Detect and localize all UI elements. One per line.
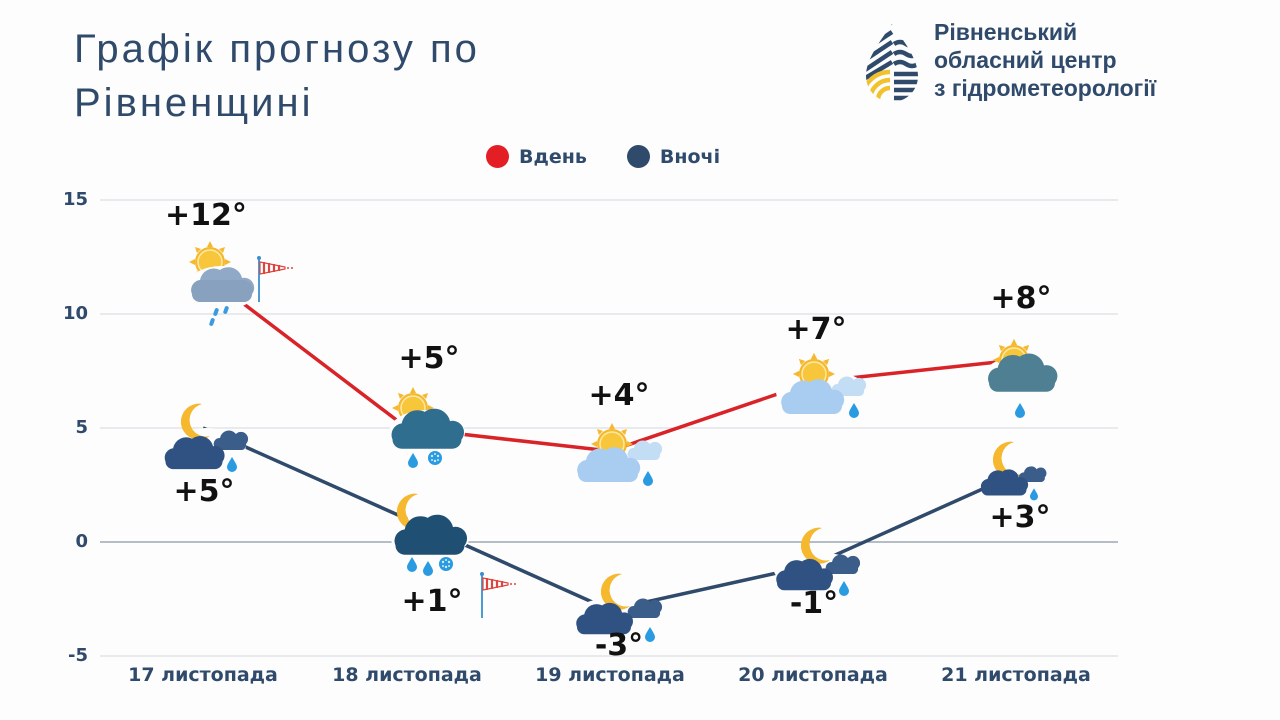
legend-label-night: Вночі bbox=[659, 145, 721, 168]
water-drop-logo-icon bbox=[866, 24, 918, 101]
x-tick-label: 19 листопада bbox=[535, 664, 685, 686]
logo-line-2: обласний центр bbox=[934, 47, 1117, 73]
wind-sock-icon bbox=[255, 254, 297, 304]
logo-line-3: з гідрометеорології bbox=[934, 75, 1157, 101]
cloudy-sun-rain-icon bbox=[984, 338, 1060, 418]
day-value-label: +12° bbox=[165, 198, 247, 233]
night-cloudy-rain-icon bbox=[980, 441, 1050, 501]
legend-item-day: Вдень bbox=[486, 145, 587, 168]
navy-dot-icon bbox=[626, 145, 650, 168]
grid-lines bbox=[100, 199, 1118, 657]
x-tick-label: 17 листопада bbox=[128, 664, 278, 686]
night-value-label: +5° bbox=[173, 474, 235, 509]
logo-text: Рівненський обласний центр з гідрометеор… bbox=[934, 18, 1156, 102]
y-tick-10: 10 bbox=[62, 303, 88, 324]
night-cloudy-rain-icon bbox=[572, 573, 663, 642]
day-value-label: +7° bbox=[785, 312, 847, 347]
chart-legend: Вдень Вночі bbox=[486, 145, 720, 168]
cloudy-rain-snow-icon bbox=[389, 386, 465, 468]
night-value-label: +3° bbox=[989, 500, 1051, 535]
night-cloudy-rain-icon bbox=[774, 527, 861, 596]
partly-cloudy-light-rain-icon bbox=[577, 422, 663, 486]
night-value-label: +1° bbox=[401, 584, 463, 619]
legend-label-day: Вдень bbox=[519, 145, 587, 168]
night-value-label: -3° bbox=[594, 628, 644, 663]
page-title: Графік прогнозу по Рівненщині bbox=[74, 22, 480, 130]
y-tick-minus-5: -5 bbox=[68, 645, 88, 666]
y-tick-15: 15 bbox=[62, 189, 88, 210]
x-tick-label: 21 листопада bbox=[941, 664, 1091, 686]
partly-cloudy-light-rain-icon bbox=[776, 352, 868, 418]
night-cloudy-rain-icon bbox=[164, 403, 249, 472]
y-tick-5: 5 bbox=[75, 417, 88, 438]
y-tick-0: 0 bbox=[75, 531, 88, 552]
organization-logo: Рівненський обласний центр з гідрометеор… bbox=[862, 18, 1262, 108]
night-cloudy-rain-snow-icon bbox=[390, 493, 470, 576]
title-line-2: Рівненщині bbox=[74, 81, 314, 125]
logo-line-1: Рівненський bbox=[934, 19, 1078, 45]
day-series-line bbox=[213, 280, 1017, 453]
legend-item-night: Вночі bbox=[626, 145, 721, 168]
day-value-label: +8° bbox=[990, 281, 1052, 316]
partly-cloudy-rain-icon bbox=[186, 240, 258, 326]
day-value-label: +5° bbox=[398, 341, 460, 376]
x-tick-label: 20 листопада bbox=[738, 664, 888, 686]
night-value-label: -1° bbox=[789, 586, 839, 621]
title-line-1: Графік прогнозу по bbox=[74, 27, 480, 71]
red-dot-icon bbox=[486, 145, 509, 168]
day-value-label: +4° bbox=[588, 378, 650, 413]
x-tick-label: 18 листопада bbox=[332, 664, 482, 686]
